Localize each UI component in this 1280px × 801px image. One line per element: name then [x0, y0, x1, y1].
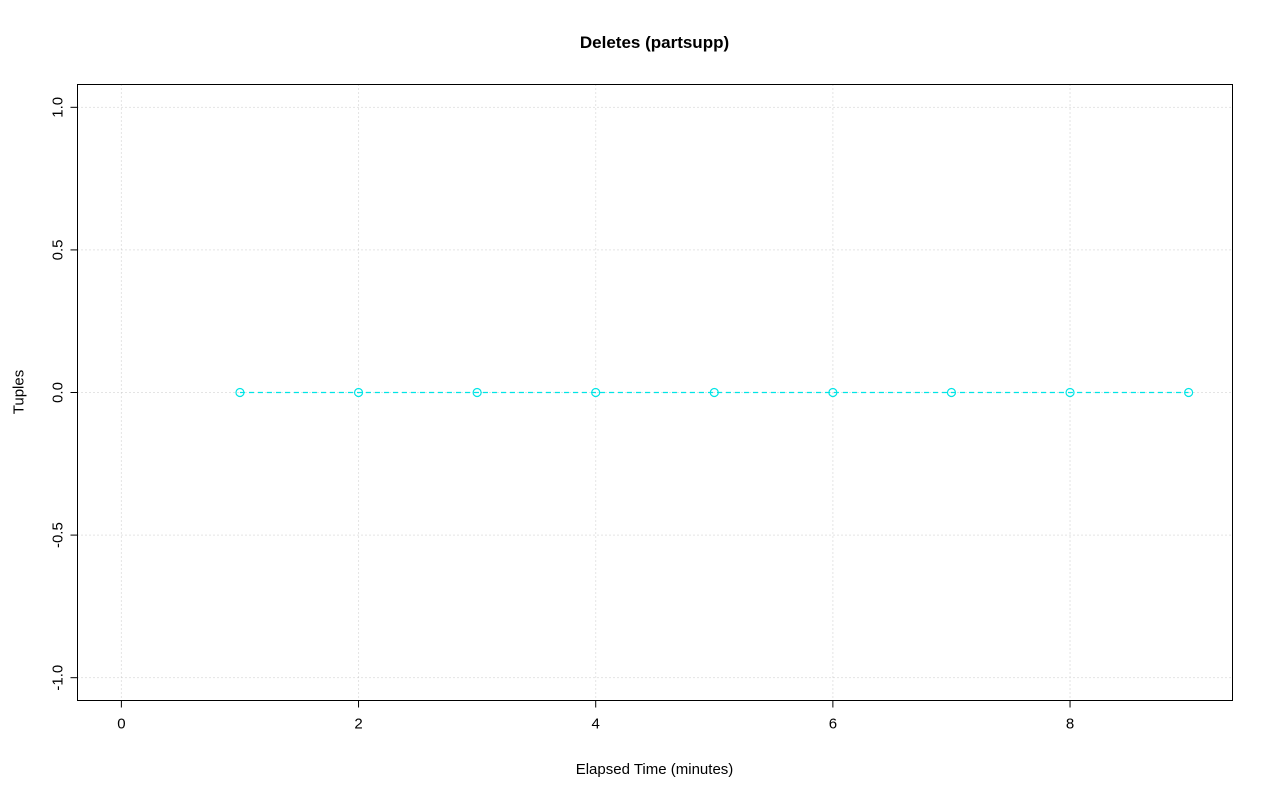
x-axis-label: Elapsed Time (minutes) — [575, 761, 734, 778]
y-axis-tick-label: 1.0 — [50, 97, 67, 118]
data-point — [591, 387, 601, 398]
data-point — [828, 387, 838, 398]
data-point — [1184, 387, 1194, 398]
data-point — [235, 387, 245, 398]
chart-title: Deletes (partsupp) — [579, 33, 730, 52]
plot-border — [77, 84, 1233, 701]
x-axis-tick-label: 8 — [1066, 716, 1074, 733]
y-axis-tick-label: -0.5 — [50, 522, 67, 548]
data-point — [946, 387, 957, 398]
data-point — [1065, 387, 1075, 398]
x-axis-tick-label: 0 — [117, 716, 125, 733]
y-axis-tick-label: 0.5 — [50, 239, 67, 260]
x-axis-tick-label: 6 — [829, 716, 837, 733]
y-axis-tick-label: -1.0 — [50, 665, 67, 691]
data-point — [353, 387, 364, 398]
y-axis-tick-label: 0.0 — [50, 382, 67, 403]
x-axis-tick-label: 2 — [354, 716, 362, 733]
data-point — [472, 387, 482, 398]
data-point — [709, 387, 719, 398]
x-axis-tick-label: 4 — [592, 716, 600, 733]
